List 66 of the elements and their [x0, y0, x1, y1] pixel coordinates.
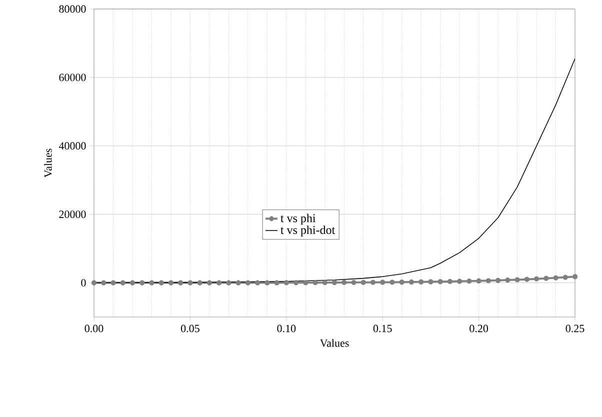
point [466, 278, 472, 284]
point [428, 279, 434, 284]
point [562, 274, 568, 280]
point [236, 280, 241, 286]
y-tick-label: 80000 [59, 5, 86, 13]
x-tick-label: 0.10 [277, 324, 296, 332]
point [284, 280, 289, 286]
point [514, 277, 520, 282]
point [456, 278, 462, 284]
point [254, 280, 260, 286]
point [418, 279, 424, 284]
point [293, 280, 299, 286]
point [101, 280, 106, 286]
point [380, 280, 386, 285]
point [438, 279, 443, 284]
x-tick-label: 0.15 [373, 324, 392, 332]
point [303, 280, 308, 286]
point [495, 278, 501, 283]
point [168, 280, 174, 286]
y-tick-label: 60000 [59, 74, 86, 82]
point [505, 277, 510, 283]
point [534, 276, 540, 282]
point [178, 280, 184, 286]
point [264, 280, 270, 286]
x-tick-label: 0.05 [181, 324, 200, 332]
point [486, 278, 492, 284]
point [197, 280, 202, 286]
point [553, 275, 558, 280]
point [130, 280, 136, 286]
y-tick-label: 20000 [59, 210, 86, 218]
point [370, 280, 376, 285]
point [158, 280, 164, 286]
point [274, 280, 280, 286]
point [360, 280, 366, 285]
point [476, 278, 482, 284]
point [572, 274, 578, 280]
x-axis-title: Values [320, 339, 349, 347]
point [447, 278, 453, 284]
point [245, 280, 251, 286]
point [524, 276, 530, 282]
point [408, 279, 414, 285]
point [149, 280, 154, 286]
point [544, 276, 549, 281]
point [120, 280, 126, 286]
y-axis-title: Values [44, 148, 52, 178]
legend-label: t vs phi [280, 214, 316, 225]
y-tick-label: 0 [81, 279, 86, 286]
x-tick-label: 0.25 [566, 324, 584, 332]
legend-label: t vs phi-dot [280, 226, 336, 236]
point [312, 280, 318, 286]
point [390, 280, 395, 285]
point [91, 280, 97, 286]
point [322, 280, 328, 286]
point [332, 280, 338, 286]
y-tick-label: 40000 [58, 142, 86, 150]
point [110, 280, 116, 286]
point [216, 280, 222, 286]
point [188, 280, 193, 286]
point [399, 280, 404, 285]
point [206, 280, 212, 286]
point [342, 280, 347, 286]
x-tick-label: 0.20 [470, 324, 488, 332]
point [351, 280, 356, 286]
x-tick-label: 0.00 [84, 324, 104, 332]
point [140, 280, 145, 286]
point [226, 280, 232, 286]
